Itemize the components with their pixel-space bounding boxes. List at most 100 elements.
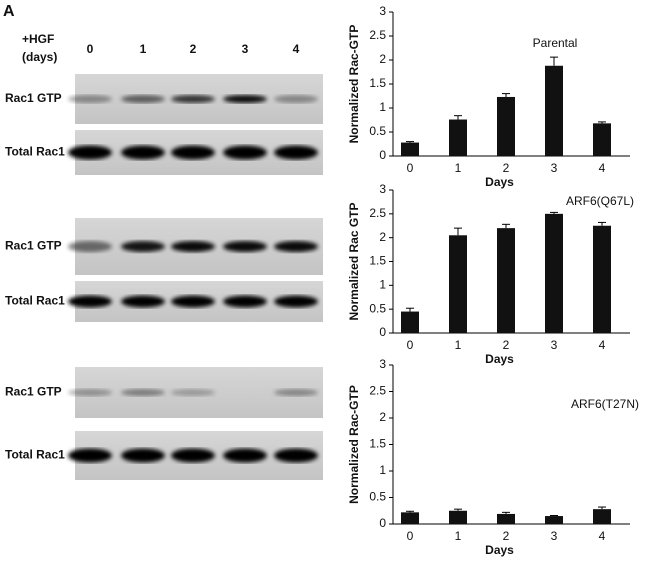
x-tick-label: 4 (599, 529, 606, 543)
chart-title: ARF6(T27N) (571, 397, 639, 411)
band (223, 448, 267, 463)
x-tick-label: 0 (407, 338, 414, 352)
bar (449, 510, 467, 524)
panel-label: A (3, 3, 15, 20)
x-tick-label: 1 (455, 338, 462, 352)
bar (401, 311, 419, 333)
y-axis-label: Normalized Rac-GTP (347, 25, 361, 144)
band (274, 448, 318, 463)
y-tick-label: 3 (379, 357, 386, 371)
bar (401, 142, 419, 156)
y-axis-label: Normalized Rac-GTP (347, 385, 361, 504)
band (121, 389, 165, 396)
lane-label: 1 (140, 42, 147, 56)
blot-row-label: Total Rac1 (5, 145, 65, 159)
bar (545, 516, 563, 524)
x-tick-label: 2 (503, 338, 510, 352)
bar (401, 512, 419, 524)
bar (449, 235, 467, 333)
band (171, 295, 215, 308)
y-tick-label: 1.5 (369, 76, 386, 90)
band (121, 95, 165, 103)
y-tick-label: 2.5 (369, 28, 386, 42)
blot-row-label: Total Rac1 (5, 294, 65, 308)
x-tick-label: 4 (599, 338, 606, 352)
x-tick-label: 2 (503, 161, 510, 175)
x-axis-label: Days (485, 543, 514, 557)
y-tick-label: 2.5 (369, 384, 386, 398)
x-tick-label: 4 (599, 161, 606, 175)
blot-row-label: Rac1 GTP (5, 239, 62, 253)
band (171, 389, 215, 396)
bar (593, 509, 611, 524)
bar (497, 228, 515, 333)
band (274, 241, 318, 252)
y-tick-label: 2 (379, 52, 386, 66)
y-tick-label: 3 (379, 4, 386, 18)
band (171, 241, 215, 252)
band (121, 145, 165, 160)
y-tick-label: 0 (379, 148, 386, 162)
y-tick-label: 2 (379, 230, 386, 244)
bar (593, 123, 611, 156)
band (68, 95, 112, 103)
y-axis-label: Normalized Rac GTP (347, 202, 361, 320)
y-tick-label: 2.5 (369, 206, 386, 220)
band (223, 295, 267, 308)
blot-row-label: Rac1 GTP (5, 91, 62, 105)
band (68, 448, 112, 463)
band (223, 241, 267, 252)
x-tick-label: 3 (551, 338, 558, 352)
bar (497, 513, 515, 524)
x-axis-label: Days (485, 175, 514, 189)
x-tick-label: 0 (407, 161, 414, 175)
x-tick-label: 3 (551, 529, 558, 543)
y-tick-label: 1 (379, 278, 386, 292)
y-tick-label: 1 (379, 463, 386, 477)
band (274, 145, 318, 160)
x-tick-label: 1 (455, 161, 462, 175)
y-tick-label: 1.5 (369, 437, 386, 451)
band (171, 145, 215, 160)
treatment-label: +HGF (22, 32, 54, 46)
band (274, 95, 318, 103)
band (223, 95, 267, 103)
blot-row-label: Rac1 GTP (5, 385, 62, 399)
band (171, 448, 215, 463)
y-tick-label: 0 (379, 325, 386, 339)
bar (593, 225, 611, 333)
lane-label: 4 (293, 42, 300, 56)
x-tick-label: 3 (551, 161, 558, 175)
blot-row-label: Total Rac1 (5, 448, 65, 462)
bar (449, 119, 467, 156)
x-axis-label: Days (485, 352, 514, 366)
bar (497, 96, 515, 156)
band (121, 241, 165, 252)
band (274, 389, 318, 396)
y-tick-label: 0.5 (369, 301, 386, 315)
chart-title: Parental (533, 36, 578, 50)
band (121, 295, 165, 308)
band (68, 389, 112, 396)
bar (545, 213, 563, 333)
y-tick-label: 0.5 (369, 490, 386, 504)
band (68, 241, 112, 252)
lane-label: 2 (190, 42, 197, 56)
lane-label: 0 (87, 42, 94, 56)
y-tick-label: 1.5 (369, 254, 386, 268)
band (274, 295, 318, 308)
chart-title: ARF6(Q67L) (566, 194, 634, 208)
band (171, 95, 215, 103)
y-tick-label: 0.5 (369, 124, 386, 138)
bar (545, 65, 563, 156)
y-tick-label: 2 (379, 410, 386, 424)
band (68, 295, 112, 308)
y-tick-label: 0 (379, 516, 386, 530)
treatment-label: (days) (22, 50, 57, 64)
y-tick-label: 1 (379, 100, 386, 114)
band (223, 145, 267, 160)
band (68, 145, 112, 160)
lane-label: 3 (242, 42, 249, 56)
x-tick-label: 1 (455, 529, 462, 543)
